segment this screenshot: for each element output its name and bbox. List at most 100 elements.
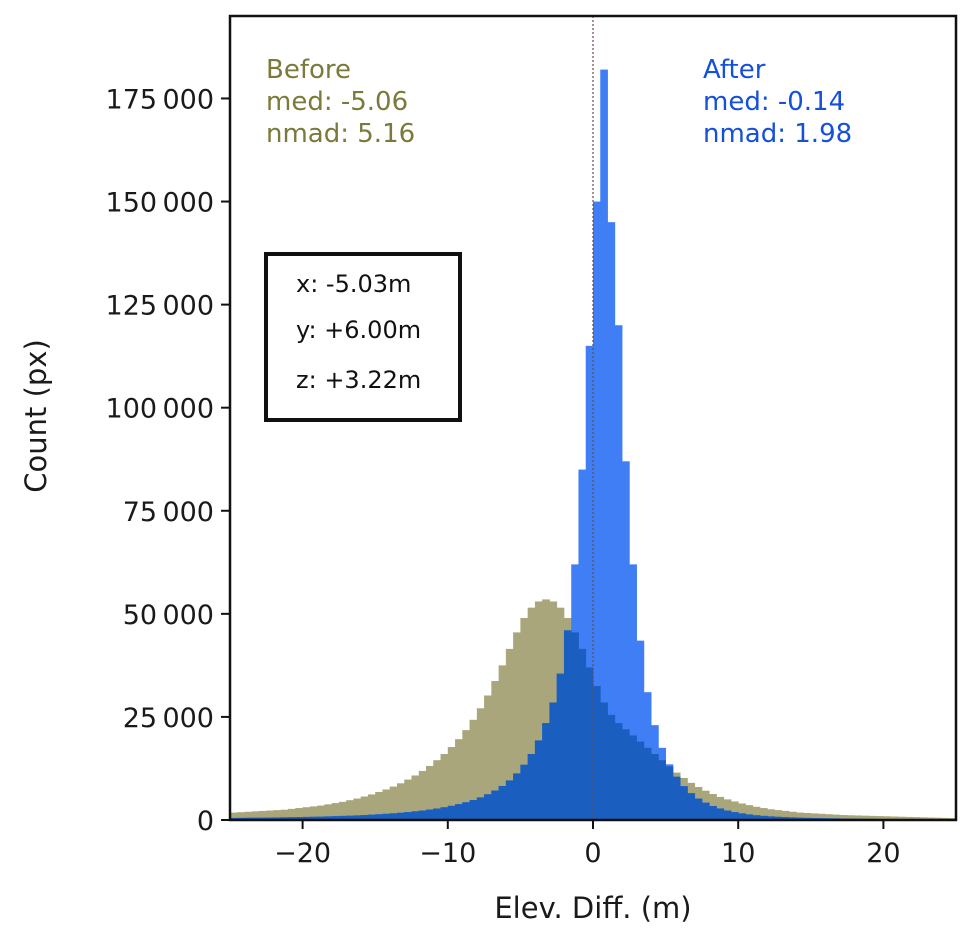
after-bar — [578, 469, 587, 820]
y-tick-label: 25 000 — [123, 703, 214, 734]
before-bar — [302, 807, 311, 820]
y-tick-label: 150 000 — [106, 188, 214, 219]
overlap-bar — [396, 812, 405, 820]
overlap-bar — [593, 686, 601, 820]
offset-box-frame — [264, 252, 462, 422]
before-bar — [411, 775, 420, 820]
x-tick-label: −20 — [274, 838, 331, 869]
before-bar — [534, 601, 543, 820]
before-bar — [861, 815, 870, 820]
y-tick-label: 50 000 — [123, 600, 214, 631]
after-bar — [636, 640, 645, 820]
before-bar — [905, 816, 913, 820]
overlap-bar — [585, 667, 594, 820]
overlap-bar — [505, 780, 514, 820]
before-bar — [810, 813, 819, 820]
overlap-bar — [658, 760, 666, 820]
before-bar — [803, 812, 812, 820]
before-bar — [796, 812, 804, 820]
overlap-bar — [542, 723, 550, 820]
before-bar — [752, 806, 761, 820]
after-bar — [629, 564, 637, 820]
overlap-bar — [346, 815, 354, 820]
y-tick-label: 75 000 — [123, 497, 214, 528]
after-bar — [593, 201, 601, 821]
overlap-bar — [789, 817, 797, 820]
overlap-bar — [484, 794, 492, 820]
offset-x: x: -5.03m — [296, 270, 411, 298]
before-bar — [382, 789, 391, 820]
before-bar — [527, 607, 536, 820]
before-bar — [745, 805, 754, 820]
overlap-bar — [759, 815, 768, 820]
overlap-bar — [600, 702, 608, 820]
overlap-bar — [273, 817, 282, 820]
after-bar — [614, 325, 623, 820]
before-bar — [317, 805, 325, 820]
overlap-bar — [556, 673, 565, 820]
overlap-bar — [462, 802, 470, 820]
overlap-bar — [672, 776, 681, 820]
before-bar — [825, 814, 833, 820]
before-bar — [542, 599, 550, 820]
y-tick-label: 175 000 — [106, 84, 214, 115]
overlap-bar — [338, 815, 347, 820]
before-bar — [338, 801, 347, 820]
overlap-bar — [629, 735, 637, 820]
overlap-bar — [534, 740, 543, 820]
overlap-bar — [302, 816, 311, 820]
overlap-bar — [774, 816, 783, 820]
overlap-bar — [643, 747, 652, 820]
before-bar — [462, 730, 470, 820]
before-bar — [890, 816, 899, 820]
x-axis-ticks: −20 −10 0 10 20 — [274, 820, 901, 869]
before-bar — [767, 809, 775, 820]
before-bar — [868, 815, 877, 820]
before-bar — [251, 811, 260, 820]
y-tick-label: 100 000 — [106, 394, 214, 425]
overlap-bar — [549, 702, 558, 820]
overlap-bar — [360, 815, 369, 820]
before-bar — [520, 617, 529, 820]
after-bar — [585, 345, 594, 820]
overlap-bar — [723, 810, 732, 820]
before-bar — [273, 810, 282, 820]
before-bar — [738, 803, 746, 820]
overlap-bar — [680, 786, 688, 820]
before-bar — [346, 800, 354, 820]
plot-area — [230, 16, 957, 821]
y-axis-label: Count (px) — [19, 339, 53, 493]
before-bar — [375, 791, 383, 820]
after-bar — [622, 461, 630, 820]
before-bar — [426, 765, 434, 820]
overlap-bar — [404, 812, 412, 820]
overlap-bar — [382, 813, 391, 820]
overlap-bar — [738, 813, 746, 820]
before-bar — [288, 808, 296, 820]
before-bar — [730, 801, 739, 820]
before-bar — [484, 695, 492, 820]
overlap-bar — [426, 809, 434, 820]
overlap-bar — [375, 814, 383, 820]
overlap-bar — [709, 805, 717, 820]
overlap-bar — [781, 817, 790, 820]
y-tick-label: 0 — [197, 806, 214, 837]
x-tick-label: −10 — [419, 838, 476, 869]
overlap-bar — [716, 808, 725, 820]
before-bar — [266, 810, 274, 820]
before-bar — [498, 665, 507, 820]
overlap-bar — [694, 798, 703, 820]
offset-box: x: -5.03m y: +6.00m z: +3.22m — [264, 252, 462, 422]
overlap-bar — [440, 807, 449, 820]
overlap-bar — [614, 723, 623, 820]
before-bar — [230, 812, 238, 820]
overlap-bar — [353, 815, 362, 820]
before-stats: Before med: -5.06 nmad: 5.16 — [266, 55, 415, 149]
overlap-bar — [280, 817, 289, 820]
overlap-bar — [295, 817, 303, 820]
overlap-bar — [563, 630, 572, 820]
after-stats: After med: -0.14 nmad: 1.98 — [703, 55, 852, 149]
before-bar — [491, 681, 500, 820]
before-bar — [505, 648, 514, 820]
overlap-bars — [230, 630, 957, 820]
